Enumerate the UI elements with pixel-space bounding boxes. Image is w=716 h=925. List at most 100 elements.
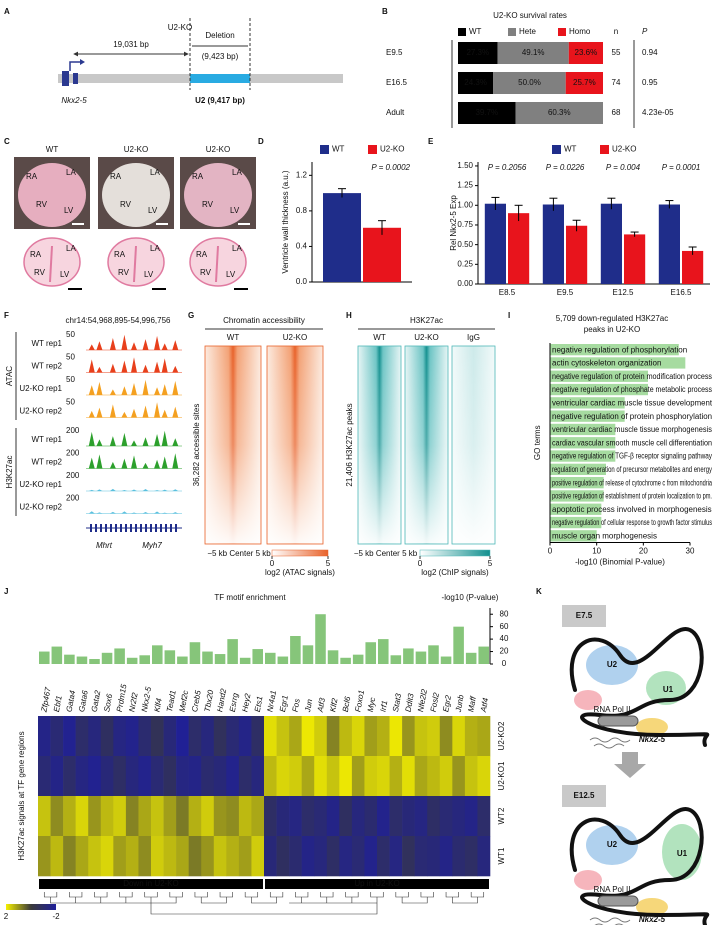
heatmap-cell — [251, 796, 265, 837]
gene-exon — [95, 524, 97, 532]
heatmap-cell — [414, 796, 428, 837]
u1-blob — [646, 671, 686, 705]
bar — [152, 645, 163, 664]
heatmap-cell — [226, 756, 240, 797]
bar-segment — [458, 72, 494, 94]
heatmap-cell — [402, 756, 415, 797]
go-term: actin cytoskeleton organization — [552, 359, 661, 368]
tf-label: Klf2 — [328, 697, 339, 713]
x-tick-label: E12.5 — [613, 288, 634, 297]
gene-exon — [175, 524, 177, 532]
go-term: positive regulation of establishment of … — [552, 492, 712, 501]
heatmap-cell — [326, 756, 340, 797]
gene-label: Myh7 — [142, 541, 162, 550]
heatmap-cell — [301, 756, 315, 797]
tf-label: Esrrg — [228, 692, 240, 713]
y-tick-label: 0 — [502, 659, 507, 668]
group-label: Down in U2-KO — [123, 879, 179, 888]
chamber-label: LA — [66, 244, 76, 253]
heatmap-cell — [427, 796, 441, 837]
distance-label: 19,031 bp — [113, 40, 149, 49]
y-axis-label: 21,406 H3K27ac peaks — [345, 403, 354, 486]
bar — [89, 659, 100, 664]
track-scale: 50 — [66, 398, 75, 407]
bar — [64, 654, 75, 664]
bar — [550, 463, 606, 475]
tf-label: Atf3 — [316, 697, 328, 714]
tf-label: Ddit3 — [404, 692, 416, 712]
x-tick-label: 0 — [548, 547, 553, 556]
go-term: negative regulation of protein modificat… — [552, 372, 712, 381]
heatmap-fade — [358, 346, 401, 544]
heatmap-cell — [125, 756, 139, 797]
heatmap-cell — [389, 716, 403, 757]
track-scale: 50 — [66, 330, 75, 339]
element-label: U1 — [677, 849, 688, 858]
heatmap-fade — [452, 346, 495, 544]
heatmap-cell — [301, 836, 315, 877]
heatmap-cell — [50, 716, 64, 757]
legend-label: Hete — [519, 27, 536, 36]
chamber-label: LV — [230, 206, 240, 215]
y-tick-label: 0.0 — [296, 277, 308, 286]
bar — [550, 357, 686, 369]
bar — [484, 203, 506, 284]
column-header: P — [642, 27, 648, 36]
heatmap-cell — [351, 836, 365, 877]
enhancer-blob — [574, 870, 602, 890]
go-term: negative regulation of protein phosphory… — [552, 412, 712, 421]
signal-track — [86, 488, 182, 491]
heatmap-cell — [439, 836, 453, 877]
colorbar-tick-label: 5 — [488, 559, 493, 568]
colorbar — [6, 904, 56, 910]
category-label: Adult — [386, 108, 405, 117]
signal-track — [86, 511, 182, 514]
genotype-label: U2-KO — [124, 145, 148, 154]
colorbar-tick-label: 0 — [418, 559, 423, 568]
enhancer-blob — [574, 690, 602, 710]
locus-label: chr14:54,968,895-54,996,756 — [66, 316, 172, 325]
gene-exon — [90, 524, 92, 532]
bar — [550, 530, 597, 542]
heatmap-cell — [326, 796, 340, 837]
heatmap-cell — [88, 836, 102, 877]
heatmap-cell — [100, 756, 114, 797]
tf-label: Gata6 — [77, 689, 90, 713]
heatmap-cell — [238, 756, 252, 797]
colorbar-label: log2 (ATAC signals) — [265, 568, 335, 577]
colorbar-tick-label: 5 — [326, 559, 331, 568]
bar — [453, 626, 464, 664]
tss-arrow — [69, 61, 80, 71]
track-scale: 200 — [66, 449, 80, 458]
column-label: U2-KO — [283, 333, 307, 342]
heatmap-cell — [339, 796, 353, 837]
bar — [550, 397, 625, 409]
gene-label: Nkx2-5 — [639, 915, 666, 924]
panel-label: G — [188, 311, 194, 320]
chromatin-fiber — [569, 807, 710, 925]
heatmap-cell — [201, 716, 215, 757]
title: U2-KO survival rates — [493, 11, 567, 20]
track-label: WT rep2 — [31, 458, 62, 467]
chamber-label: RA — [196, 250, 208, 259]
heart-septum — [49, 245, 53, 283]
tf-label: Mef2c — [178, 690, 191, 713]
heart-septum — [215, 245, 219, 283]
heatmap-cell — [138, 756, 152, 797]
bar — [378, 639, 389, 664]
legend-label: WT — [469, 27, 482, 36]
stage-label: E12.5 — [574, 791, 595, 800]
colorbar — [419, 549, 491, 557]
heatmap-cell — [351, 796, 365, 837]
stage-label: E7.5 — [576, 611, 593, 620]
heatmap-cell — [326, 836, 340, 877]
column-label: WT — [373, 333, 386, 342]
polymerase-label: RNA Pol II — [594, 705, 631, 714]
heatmap-cell — [176, 716, 189, 757]
title: H3K27ac — [410, 316, 443, 325]
deletion-size: (9,423 bp) — [202, 52, 239, 61]
tf-label: Zfp467 — [39, 686, 52, 714]
heatmap-fade — [405, 346, 448, 544]
heatmap-cell — [63, 716, 76, 757]
